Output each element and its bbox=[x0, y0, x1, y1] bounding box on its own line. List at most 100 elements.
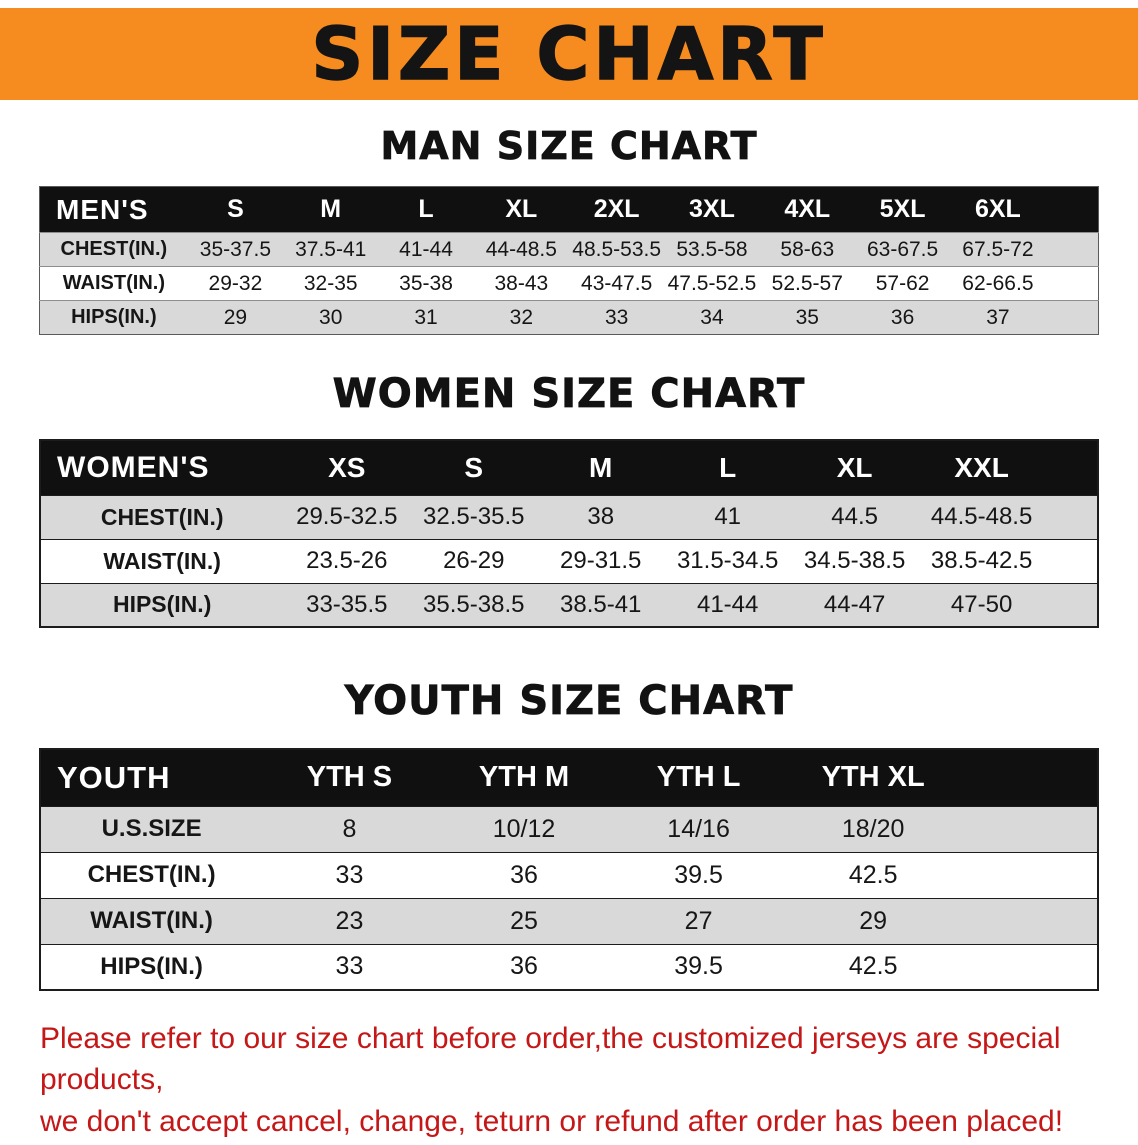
table-row: CHEST(IN.) 29.5-32.5 32.5-35.5 38 41 44.5 44.5… bbox=[40, 495, 1098, 539]
men-size-chart-heading: MAN SIZE CHART bbox=[380, 124, 758, 169]
size-column-header: L bbox=[664, 440, 792, 495]
table-header-row: WOMEN'S XS S M L XL XXL bbox=[40, 440, 1098, 495]
spacer-cell bbox=[1046, 233, 1099, 267]
value-cell: 32-35 bbox=[303, 271, 358, 295]
value-cell: 38.5-41 bbox=[560, 590, 642, 618]
spacer-cell bbox=[1045, 440, 1098, 495]
value-cell: 37 bbox=[986, 305, 1010, 329]
value-cell: 58-63 bbox=[780, 237, 835, 261]
value-cell: 32 bbox=[509, 305, 534, 329]
size-column-header: XS bbox=[283, 440, 411, 495]
banner: SIZE CHART bbox=[0, 8, 1138, 100]
value-cell: 31 bbox=[414, 305, 438, 329]
spacer-cell bbox=[1045, 186, 1099, 233]
value-cell: 39.5 bbox=[674, 952, 723, 981]
value-cell: 41-44 bbox=[696, 590, 759, 618]
value-cell: 44.5 bbox=[831, 503, 878, 530]
table-row: HIPS(IN.) 33-35.5 35.5-38.5 38.5-41 41-44 44-… bbox=[40, 583, 1098, 627]
value-cell: 44-48.5 bbox=[485, 237, 557, 261]
table-row: HIPS(IN.) 29 30 31 32 33 34 35 36 37 bbox=[39, 300, 1099, 335]
value-cell: 23.5-26 bbox=[306, 547, 388, 574]
men-size-table: MEN'S S M L XL 2XL 3XL 4XL 5XL 6XL CHEST(IN.) 35-37… bbox=[39, 186, 1099, 335]
value-cell: 57-62 bbox=[875, 271, 930, 295]
value-cell: 48.5-53.5 bbox=[572, 237, 662, 261]
spacer-cell bbox=[1046, 267, 1099, 301]
value-cell: 35-38 bbox=[399, 271, 453, 295]
row-label: CHEST(IN.) bbox=[100, 503, 224, 530]
value-cell: 38 bbox=[587, 503, 615, 530]
women-size-section: WOMEN SIZE CHART WOMEN'S XS S M L XL XXL CHEST(… bbox=[0, 371, 1138, 628]
value-cell: 42.5 bbox=[848, 860, 898, 889]
value-cell: 31.5-34.5 bbox=[676, 547, 779, 574]
row-label: CHEST(IN.) bbox=[87, 861, 216, 888]
spacer-cell bbox=[960, 749, 1098, 806]
value-cell: 23 bbox=[335, 906, 364, 935]
row-label: U.S.SIZE bbox=[101, 815, 202, 842]
value-cell: 62-66.5 bbox=[962, 271, 1034, 295]
disclaimer-line-1: Please refer to our size chart before or… bbox=[40, 1022, 1061, 1096]
size-column-header: M bbox=[283, 186, 379, 233]
value-cell: 18/20 bbox=[841, 814, 905, 843]
spacer-cell bbox=[1045, 539, 1098, 583]
value-cell: 38.5-42.5 bbox=[930, 547, 1033, 574]
value-cell: 33 bbox=[604, 305, 629, 329]
women-size-chart-heading: WOMEN SIZE CHART bbox=[332, 371, 806, 418]
size-column-header: YTH S bbox=[262, 749, 437, 806]
value-cell: 8 bbox=[342, 814, 357, 843]
youth-size-section: YOUTH SIZE CHART YOUTH YTH S YTH M YTH L YTH… bbox=[0, 678, 1138, 991]
size-column-header: YTH L bbox=[611, 749, 786, 806]
table-row: HIPS(IN.) 33 36 39.5 42.5 bbox=[40, 944, 1098, 990]
value-cell: 26-29 bbox=[443, 547, 505, 574]
spacer-cell bbox=[1045, 583, 1098, 627]
table-header-row: YOUTH YTH S YTH M YTH L YTH XL bbox=[40, 749, 1098, 806]
table-header-row: MEN'S S M L XL 2XL 3XL 4XL 5XL 6XL bbox=[39, 186, 1099, 233]
spacer-cell bbox=[960, 852, 1098, 898]
value-cell: 37.5-41 bbox=[295, 237, 367, 261]
table-row: WAIST(IN.) 23 25 27 29 bbox=[40, 898, 1098, 944]
value-cell: 38-43 bbox=[494, 271, 549, 295]
size-column-header: 3XL bbox=[664, 186, 760, 233]
value-cell: 44-47 bbox=[823, 590, 886, 618]
table-row: WAIST(IN.) 23.5-26 26-29 29-31.5 31.5-34.5 34… bbox=[40, 539, 1098, 583]
men-size-section: MAN SIZE CHART MEN'S S M L XL 2XL 3XL 4XL 5XL 6XL… bbox=[0, 124, 1138, 335]
size-column-header: 2XL bbox=[569, 186, 665, 233]
size-column-header: XL bbox=[791, 440, 919, 495]
value-cell: 47.5-52.5 bbox=[667, 271, 757, 295]
value-cell: 10/12 bbox=[492, 814, 556, 843]
spacer-cell bbox=[1046, 301, 1099, 335]
value-cell: 36 bbox=[890, 305, 915, 329]
value-cell: 63-67.5 bbox=[866, 237, 939, 261]
value-cell: 53.5-58 bbox=[676, 237, 748, 261]
women-size-table: WOMEN'S XS S M L XL XXL CHEST(IN.) 29.5-32.5 32.5… bbox=[39, 439, 1099, 628]
row-label: WAIST(IN.) bbox=[103, 547, 221, 574]
size-column-header: 5XL bbox=[854, 186, 951, 233]
size-column-header: YTH XL bbox=[785, 749, 961, 806]
spacer-cell bbox=[960, 806, 1098, 852]
value-cell: 33-35.5 bbox=[306, 590, 388, 618]
value-cell: 41-44 bbox=[399, 237, 453, 261]
spacer-cell bbox=[960, 944, 1098, 990]
value-cell: 35.5-38.5 bbox=[423, 590, 525, 618]
value-cell: 27 bbox=[684, 906, 713, 935]
value-cell: 25 bbox=[510, 906, 538, 935]
value-cell: 29 bbox=[859, 906, 888, 935]
value-cell: 39.5 bbox=[674, 860, 723, 889]
table-row: U.S.SIZE 8 10/12 14/16 18/20 bbox=[40, 806, 1098, 852]
value-cell: 36 bbox=[510, 860, 538, 889]
table-row: CHEST(IN.) 35-37.5 37.5-41 41-44 44-48.5 48.5… bbox=[39, 232, 1099, 267]
spacer-cell bbox=[960, 898, 1098, 944]
value-cell: 32.5-35.5 bbox=[423, 503, 525, 530]
row-label: HIPS(IN.) bbox=[71, 306, 157, 328]
size-column-header: S bbox=[410, 440, 538, 495]
value-cell: 34.5-38.5 bbox=[803, 547, 906, 574]
size-column-header: 6XL bbox=[950, 186, 1046, 233]
value-cell: 34 bbox=[700, 305, 724, 329]
youth-size-chart-heading: YOUTH SIZE CHART bbox=[344, 678, 794, 725]
value-cell: 29-32 bbox=[208, 271, 263, 295]
size-column-header: YTH M bbox=[436, 749, 612, 806]
row-label: CHEST(IN.) bbox=[60, 238, 168, 260]
value-cell: 52.5-57 bbox=[771, 271, 843, 295]
value-cell: 30 bbox=[319, 305, 343, 329]
value-cell: 29-31.5 bbox=[560, 547, 642, 574]
value-cell: 67.5-72 bbox=[962, 237, 1034, 261]
